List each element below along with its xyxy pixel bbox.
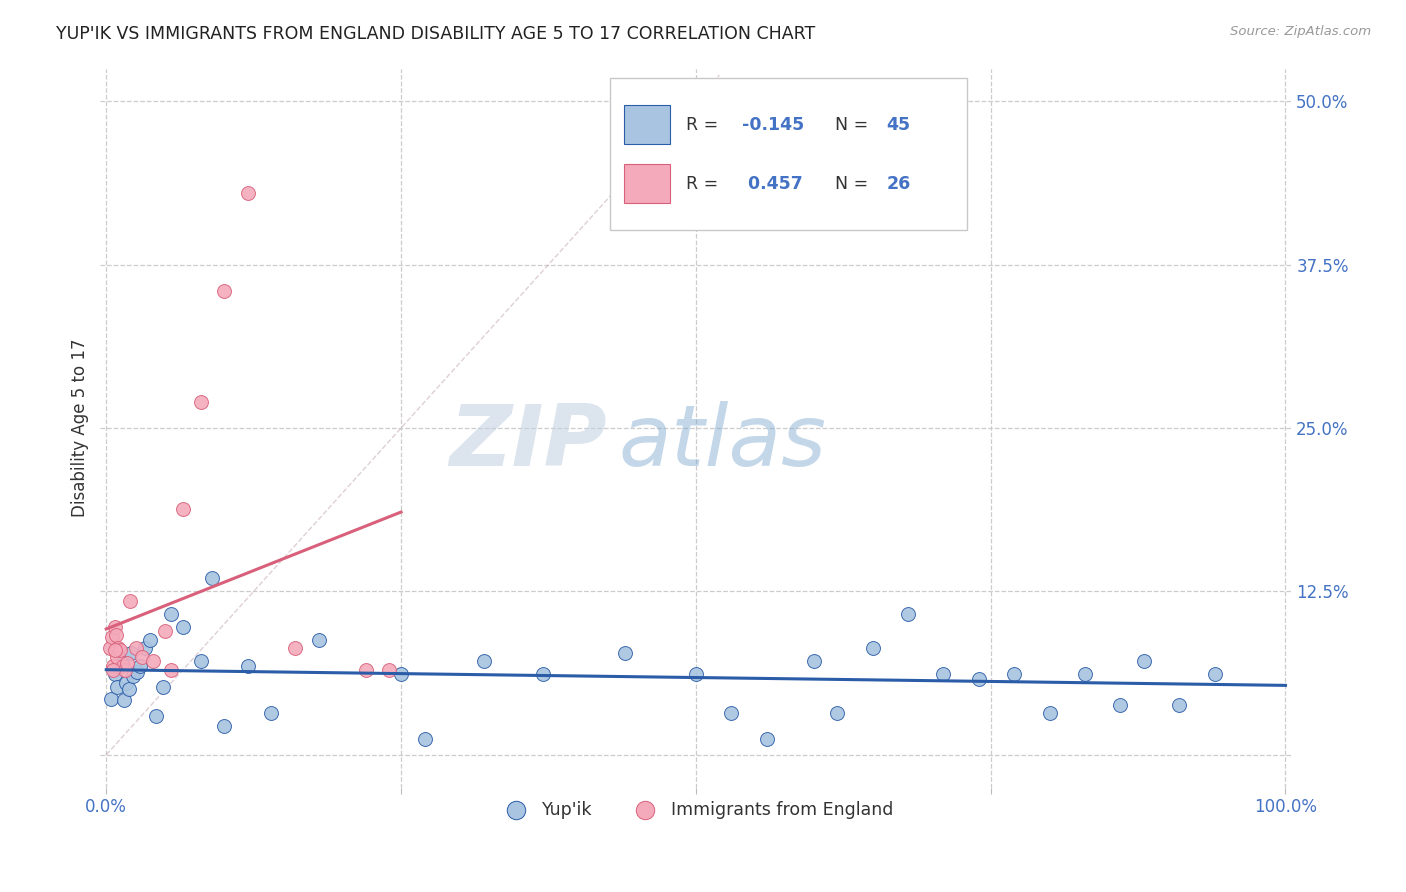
Point [115, 676, 138, 690]
Point [755, 732, 778, 747]
Point [160, 663, 183, 677]
Text: R =: R = [686, 175, 724, 193]
Text: atlas: atlas [619, 401, 827, 483]
Point [117, 657, 139, 671]
Point [160, 607, 183, 621]
Point [531, 666, 554, 681]
Point [131, 649, 153, 664]
Point [112, 693, 135, 707]
Text: R =: R = [686, 116, 724, 134]
Point [105, 649, 128, 664]
Point [212, 284, 235, 298]
Point [172, 620, 194, 634]
Point [190, 395, 212, 409]
Point [139, 632, 162, 647]
Point [103, 659, 125, 673]
Text: N =: N = [835, 116, 875, 134]
Text: ZIP: ZIP [449, 401, 606, 483]
Point [236, 659, 259, 673]
Point [129, 659, 152, 673]
Point [110, 643, 132, 657]
Point [932, 666, 955, 681]
Point [354, 663, 377, 677]
Point [308, 632, 330, 647]
Text: 45: 45 [886, 116, 911, 134]
Legend: Yup'ik, Immigrants from England: Yup'ik, Immigrants from England [492, 794, 900, 826]
Point [172, 502, 194, 516]
Point [1074, 666, 1097, 681]
Point [378, 663, 401, 677]
Point [103, 666, 125, 681]
Point [110, 657, 132, 671]
Point [118, 682, 141, 697]
Text: N =: N = [835, 175, 875, 193]
Point [803, 654, 825, 668]
Point [125, 665, 148, 680]
Point [145, 708, 167, 723]
Point [122, 669, 145, 683]
Point [134, 640, 156, 655]
Point [101, 630, 124, 644]
Point [827, 706, 849, 720]
Text: 0.457: 0.457 [742, 175, 803, 193]
Point [111, 659, 134, 673]
Point [897, 607, 920, 621]
Point [107, 640, 129, 655]
Point [103, 620, 125, 634]
Point [1133, 654, 1156, 668]
Point [98, 640, 121, 655]
Point [100, 691, 122, 706]
Point [125, 640, 148, 655]
Point [103, 643, 125, 657]
Point [118, 593, 141, 607]
Point [413, 732, 436, 747]
Point [190, 654, 212, 668]
Point [155, 624, 177, 638]
Point [389, 666, 412, 681]
FancyBboxPatch shape [624, 105, 669, 145]
Point [105, 680, 128, 694]
Point [201, 571, 224, 585]
Point [862, 640, 884, 655]
Point [103, 663, 125, 677]
Point [614, 646, 637, 660]
Point [1168, 698, 1191, 713]
Point [108, 659, 131, 673]
Point [152, 680, 174, 694]
Point [142, 654, 165, 668]
Point [212, 719, 235, 733]
Point [260, 706, 283, 720]
Point [236, 186, 259, 200]
Point [1002, 666, 1025, 681]
Y-axis label: Disability Age 5 to 17: Disability Age 5 to 17 [72, 339, 89, 517]
Text: YUP'IK VS IMMIGRANTS FROM ENGLAND DISABILITY AGE 5 TO 17 CORRELATION CHART: YUP'IK VS IMMIGRANTS FROM ENGLAND DISABI… [56, 25, 815, 43]
Text: Source: ZipAtlas.com: Source: ZipAtlas.com [1230, 25, 1371, 38]
Point [120, 646, 142, 660]
Point [967, 672, 990, 686]
Point [114, 663, 136, 677]
Point [720, 706, 742, 720]
Point [1109, 698, 1132, 713]
Point [284, 640, 307, 655]
Point [1039, 706, 1062, 720]
FancyBboxPatch shape [610, 78, 967, 230]
Point [104, 627, 127, 641]
Point [472, 654, 495, 668]
FancyBboxPatch shape [624, 164, 669, 203]
Text: -0.145: -0.145 [742, 116, 804, 134]
Point [1204, 666, 1226, 681]
Point [685, 666, 707, 681]
Text: 26: 26 [886, 175, 911, 193]
